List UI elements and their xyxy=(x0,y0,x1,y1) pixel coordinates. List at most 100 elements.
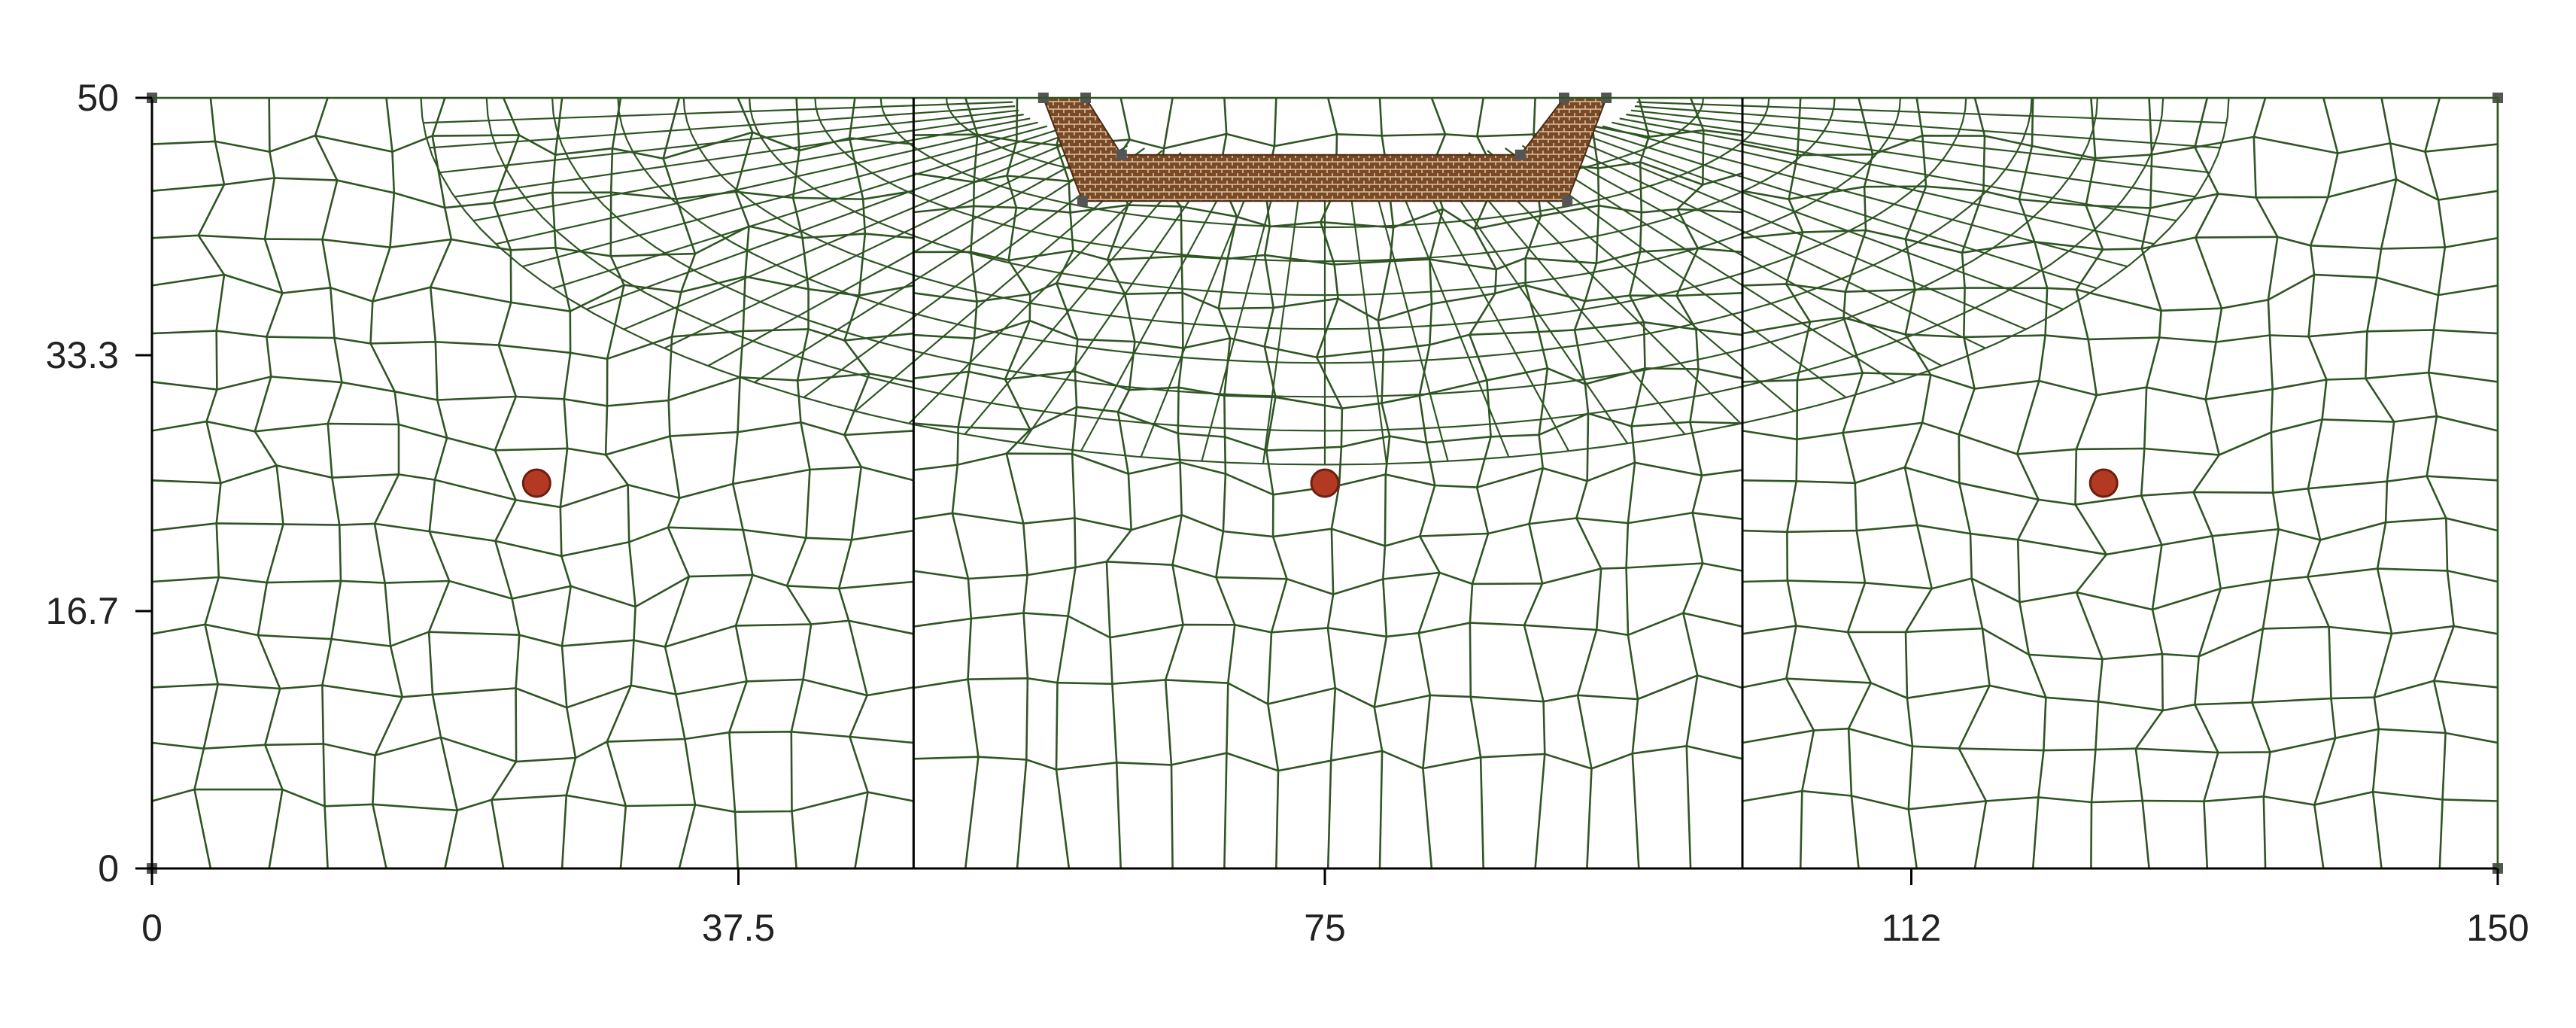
vertex-marker xyxy=(1077,196,1088,207)
mesh-line xyxy=(1387,157,1510,458)
mesh-line xyxy=(1262,159,1305,464)
mesh-line xyxy=(951,98,980,868)
mesh-line xyxy=(913,125,1743,150)
mesh-line xyxy=(491,98,521,868)
mesh-line xyxy=(193,98,226,868)
mesh-line xyxy=(1742,178,2498,209)
vertex-marker xyxy=(1562,196,1573,207)
mesh-line xyxy=(2424,98,2455,868)
mesh-line xyxy=(1004,98,1031,868)
mesh-line xyxy=(1634,105,2221,149)
x-tick-label: 37.5 xyxy=(702,907,775,949)
mesh-line xyxy=(1742,567,2498,611)
mesh-line xyxy=(1742,677,2498,712)
mesh-line xyxy=(152,573,914,608)
mesh-line xyxy=(707,141,1112,367)
mesh-line xyxy=(913,560,1743,596)
x-tick-label: 0 xyxy=(141,907,163,949)
point-markers xyxy=(521,468,2119,498)
mesh-line xyxy=(1580,132,2064,311)
mesh-line xyxy=(152,420,914,456)
mesh-line xyxy=(1903,98,1934,868)
mesh-line xyxy=(913,247,1743,271)
point-marker xyxy=(1310,468,1340,498)
x-tick-label: 75 xyxy=(1304,907,1346,949)
mesh-line xyxy=(1630,109,2210,174)
mesh-line xyxy=(1785,98,1815,868)
tick-labels: 0 37.5 75 112 150 0 16.7 33.3 50 xyxy=(46,77,2529,949)
mesh-line xyxy=(2364,98,2398,868)
mesh-line xyxy=(152,619,914,648)
point-marker xyxy=(521,468,551,498)
mesh-line xyxy=(1675,98,1705,868)
axes xyxy=(135,96,2499,885)
mesh-line xyxy=(2192,98,2223,868)
mesh-line xyxy=(1958,98,1991,868)
mesh-line xyxy=(1345,159,1388,464)
mesh-line xyxy=(1429,155,1629,444)
y-tick-label: 0 xyxy=(98,847,119,890)
mesh-line xyxy=(1538,141,1943,367)
mesh-line xyxy=(1612,121,2155,245)
mesh-line xyxy=(785,98,813,868)
mesh-line xyxy=(1742,517,2498,556)
mesh-line xyxy=(1055,98,1079,868)
mesh-line xyxy=(521,125,1048,268)
mesh-line xyxy=(152,373,914,407)
mesh-line xyxy=(1263,98,1288,868)
mesh-line xyxy=(1408,157,1570,452)
x-tick-label: 112 xyxy=(1882,907,1942,949)
mesh-line xyxy=(662,98,697,868)
mesh-line xyxy=(1842,98,1874,868)
mesh-line xyxy=(152,328,914,360)
mesh-line xyxy=(913,512,1743,547)
mesh-line xyxy=(152,464,914,509)
mesh-line xyxy=(1742,466,2498,506)
mesh-line xyxy=(604,98,636,868)
mesh-line xyxy=(429,105,1016,149)
mesh-line xyxy=(1636,101,2227,124)
mesh-refinement xyxy=(420,98,2230,466)
mesh-line xyxy=(152,788,914,814)
mesh-line xyxy=(586,132,1070,311)
mesh-line xyxy=(1553,138,1986,349)
mesh-line xyxy=(1742,625,2498,661)
mesh-line xyxy=(1742,316,2498,343)
mesh-line xyxy=(754,144,1129,384)
x-tick-label: 150 xyxy=(2466,907,2529,949)
fill-material xyxy=(1042,97,1608,202)
mesh-line xyxy=(439,109,1019,174)
mesh-line xyxy=(837,98,871,868)
mesh-line xyxy=(664,138,1097,349)
mesh-line xyxy=(1591,129,2098,290)
mesh-line xyxy=(1315,98,1344,868)
mesh-line xyxy=(152,225,914,257)
mesh-line xyxy=(913,674,1743,708)
mesh-line xyxy=(2134,98,2164,868)
mesh-line xyxy=(1021,155,1221,444)
mesh-line xyxy=(551,98,577,868)
vertex-marker xyxy=(1514,149,1526,160)
mesh-line xyxy=(913,367,1743,410)
mesh-line xyxy=(1742,789,2498,811)
mesh-line xyxy=(1373,98,1395,868)
mesh-line xyxy=(2251,98,2280,868)
mesh-line xyxy=(1742,273,2498,312)
y-tick-label: 50 xyxy=(77,77,119,119)
mesh-line xyxy=(1201,158,1283,462)
y-tick-label: 16.7 xyxy=(46,590,119,632)
mesh-line xyxy=(2074,98,2108,868)
mesh-line xyxy=(1602,125,2128,268)
mesh-line xyxy=(495,121,1038,245)
mesh-line xyxy=(427,98,459,868)
mesh-line xyxy=(728,98,754,868)
mesh-line xyxy=(1521,144,1896,384)
mesh-line xyxy=(1140,157,1262,458)
mesh-line xyxy=(254,98,284,868)
vertex-marker xyxy=(1116,149,1127,160)
mesh-line xyxy=(152,273,914,312)
mesh-line xyxy=(913,744,1743,772)
mesh-line xyxy=(314,98,343,868)
mesh-line xyxy=(913,282,1743,322)
